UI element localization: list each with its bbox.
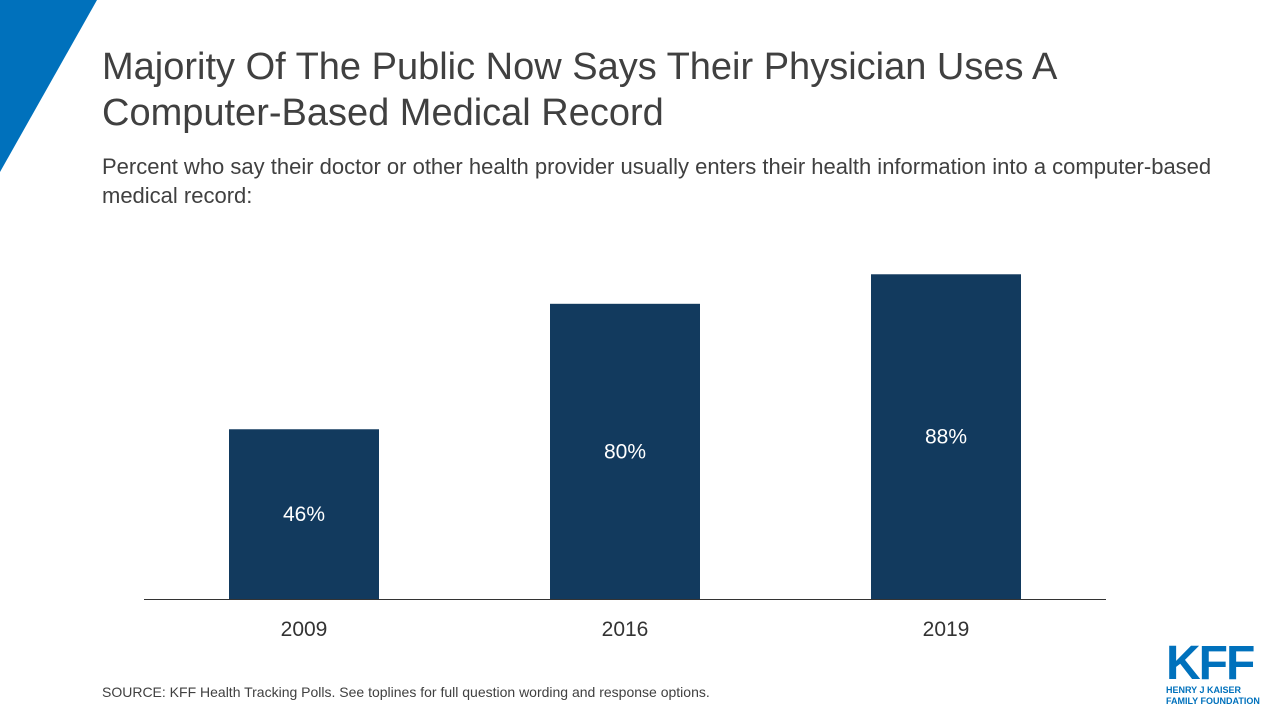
bar-value-label: 80%: [604, 440, 646, 463]
bar-2009: [229, 429, 379, 599]
kff-logo-line1: HENRY J KAISER: [1166, 685, 1242, 695]
corner-accent-triangle: [0, 0, 97, 172]
bar-2019: [871, 274, 1021, 599]
chart-subtitle: Percent who say their doctor or other he…: [102, 154, 1212, 208]
kff-logo-mark: KFF: [1166, 637, 1255, 690]
x-tick-label: 2019: [923, 618, 970, 641]
bar-2016: [550, 303, 700, 599]
bar-value-label: 46%: [283, 503, 325, 526]
kff-logo: KFF HENRY J KAISER FAMILY FOUNDATION: [1166, 637, 1266, 707]
x-tick-label: 2009: [281, 618, 328, 641]
x-tick-label: 2016: [602, 618, 649, 641]
source-note: SOURCE: KFF Health Tracking Polls. See t…: [102, 684, 710, 700]
kff-logo-line2: FAMILY FOUNDATION: [1166, 696, 1260, 706]
chart-title: Majority Of The Public Now Says Their Ph…: [102, 46, 1056, 134]
bar-value-label: 88%: [925, 426, 967, 449]
